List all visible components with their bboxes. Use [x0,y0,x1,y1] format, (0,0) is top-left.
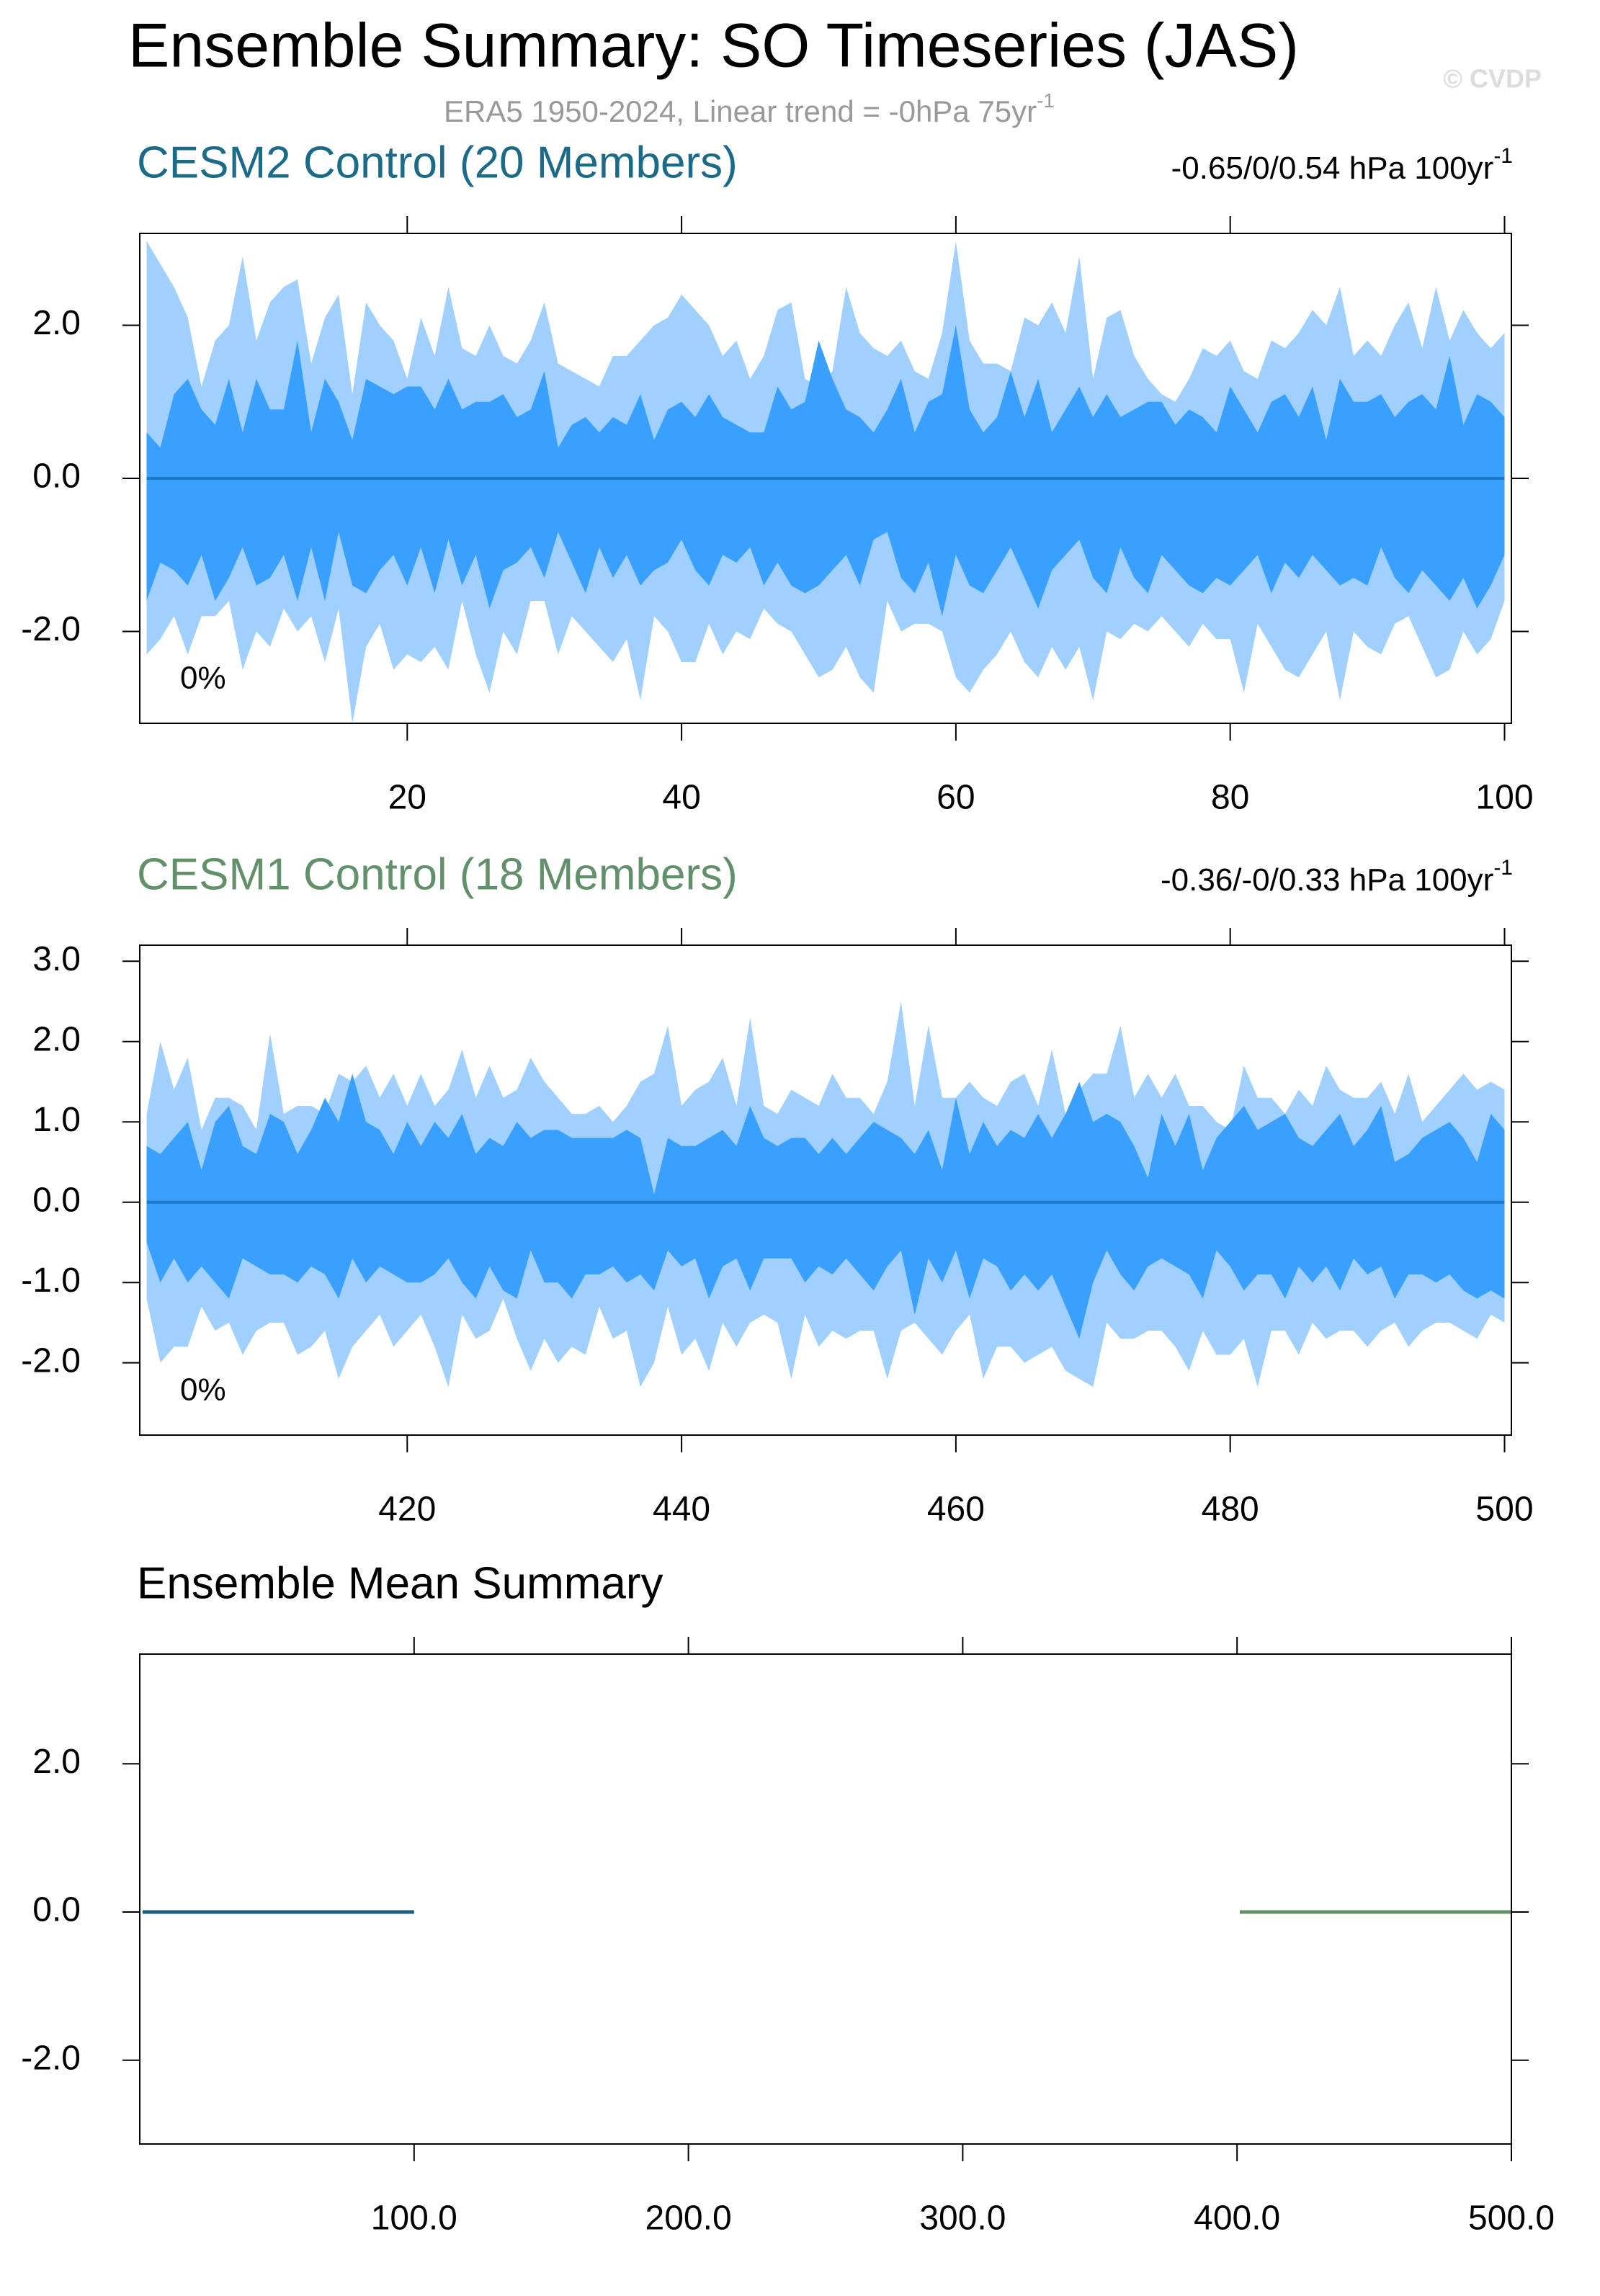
spread-band [146,1073,1505,1339]
x-tick-label: 420 [378,1491,436,1529]
trend-sup: -1 [1493,856,1513,880]
plot-frame [139,944,1512,1436]
panel-title: CESM1 Control (18 Members) [137,849,738,899]
subtitle-sup: -1 [1037,89,1055,112]
x-tick-label: 480 [1202,1491,1259,1529]
watermark: © CVDP [1443,64,1542,94]
trend-label: -0.65/0/0.54 hPa 100yr-1 [1171,144,1513,186]
x-tick-label: 300.0 [919,2199,1006,2238]
panel-title: CESM2 Control (20 Members) [137,138,738,187]
x-tick-label: 400.0 [1194,2199,1280,2238]
trend-text: -0.36/-0/0.33 hPa 100yr [1161,862,1493,898]
x-tick-label: 500 [1475,1491,1533,1529]
y-tick-label: 0.0 [32,1891,81,1929]
y-tick-label: 2.0 [32,1020,81,1058]
trend-text: -0.65/0/0.54 hPa 100yr [1171,151,1494,186]
annotation: 0% [180,1372,226,1408]
y-tick-label: 3.0 [32,940,81,978]
annotation: 0% [180,661,226,696]
y-tick-label: 1.0 [32,1101,81,1139]
y-tick-label: 2.0 [32,304,81,342]
plot-frame [139,1653,1512,2145]
subtitle-text: ERA5 1950-2024, Linear trend = -0hPa 75y… [444,94,1037,128]
y-tick-label: 0.0 [32,1181,81,1219]
y-tick-label: -1.0 [21,1261,81,1300]
x-tick-label: 200.0 [645,2199,732,2238]
trend-sup: -1 [1493,144,1513,168]
spread-band [146,325,1505,617]
y-tick-label: 2.0 [32,1743,81,1781]
x-tick-label: 60 [937,779,975,817]
x-tick-label: 20 [388,779,426,817]
y-tick-label: -2.0 [21,1341,81,1380]
x-tick-label: 500.0 [1468,2199,1555,2238]
panel-title: Ensemble Mean Summary [137,1558,663,1608]
x-tick-label: 40 [662,779,700,817]
figure-title: Ensemble Summary: SO Timeseries (JAS) [128,12,1299,81]
x-tick-label: 100 [1475,779,1533,817]
figure-subtitle: ERA5 1950-2024, Linear trend = -0hPa 75y… [444,89,1055,128]
trend-label: -0.36/-0/0.33 hPa 100yr-1 [1161,856,1513,898]
x-tick-label: 80 [1211,779,1249,817]
y-tick-label: -2.0 [21,610,81,648]
y-tick-label: -2.0 [21,2039,81,2077]
x-tick-label: 460 [927,1491,985,1529]
x-tick-label: 100.0 [371,2199,457,2238]
x-tick-label: 440 [653,1491,710,1529]
plot-area [140,1654,1511,2144]
y-tick-label: 0.0 [32,457,81,496]
